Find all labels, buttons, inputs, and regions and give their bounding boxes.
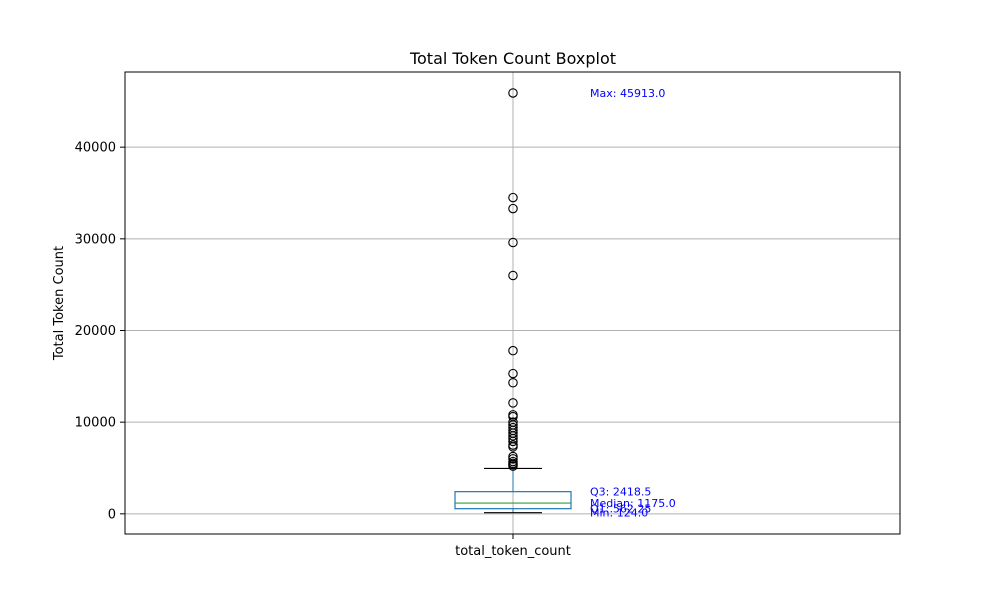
y-axis-label: Total Token Count [52,246,67,361]
outlier-point [508,237,518,248]
outlier-point [508,454,518,464]
outlier-point [508,456,518,467]
grid-lines [125,72,900,534]
outlier-point [508,417,518,427]
y-tick-label: 40000 [75,141,116,156]
annotation-min: Min: 124.0 [590,507,648,520]
plot-area [454,88,572,514]
outlier-point [508,203,518,214]
outlier-point [508,377,518,388]
axes: 0 10000 20000 30000 40000 total_token_count [75,71,901,559]
chart-title: Total Token Count Boxplot [409,49,616,68]
y-tick-label: 30000 [75,232,116,247]
outlier-point [508,410,518,420]
annotation-q3: Q3: 2418.5 [590,486,651,499]
outlier-point [508,88,518,98]
y-tick-label: 20000 [75,324,116,339]
y-tick-label: 10000 [75,416,116,431]
annotation-max: Max: 45913.0 [590,87,665,100]
x-tick-label: total_token_count [455,544,571,559]
annotation-median: Median: 1175.0 [590,497,676,510]
outlier-point [508,368,518,379]
outlier-point [508,440,518,450]
outlier-point [508,398,518,408]
iqr-box [454,491,572,510]
outlier-point [508,192,518,203]
outlier-point [508,345,518,356]
outlier-point [508,270,518,281]
y-tick-label: 0 [108,507,116,522]
annotation-q1: Q1: 562.25 [590,503,651,516]
outlier-point [508,422,518,433]
outlier-point [508,451,518,462]
